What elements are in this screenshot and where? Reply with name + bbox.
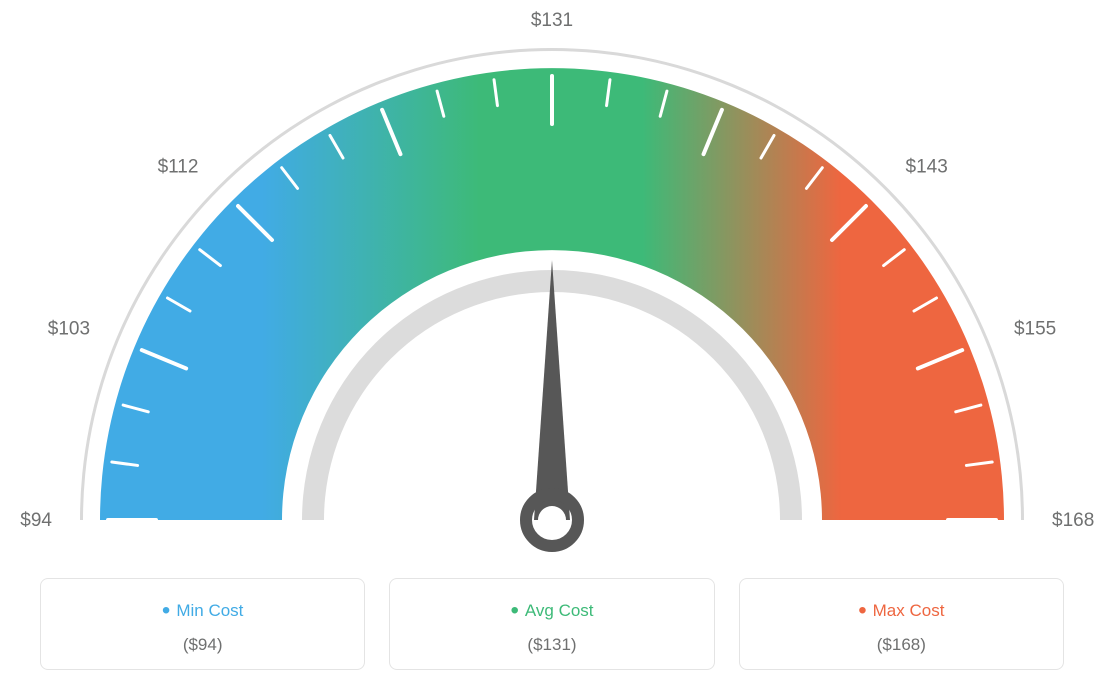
legend-row: Min Cost ($94) Avg Cost ($131) Max Cost … bbox=[40, 578, 1064, 670]
legend-avg-label: Avg Cost bbox=[402, 597, 701, 625]
legend-card-min: Min Cost ($94) bbox=[40, 578, 365, 670]
tick-label: $94 bbox=[20, 510, 52, 531]
legend-min-value: ($94) bbox=[53, 635, 352, 655]
legend-card-max: Max Cost ($168) bbox=[739, 578, 1064, 670]
legend-max-value: ($168) bbox=[752, 635, 1051, 655]
needle bbox=[534, 260, 570, 520]
tick-label: $131 bbox=[531, 10, 573, 31]
gauge-svg: $94 $103 $112 $131 $143 $155 $168 bbox=[0, 0, 1104, 570]
legend-max-label: Max Cost bbox=[752, 597, 1051, 625]
legend-min-label: Min Cost bbox=[53, 597, 352, 625]
legend-card-avg: Avg Cost ($131) bbox=[389, 578, 714, 670]
tick-label: $168 bbox=[1052, 510, 1094, 531]
needle-hub-hole bbox=[538, 506, 566, 534]
tick-label: $143 bbox=[906, 156, 948, 177]
tick-label: $112 bbox=[158, 156, 199, 177]
legend-avg-value: ($131) bbox=[402, 635, 701, 655]
tick-label: $103 bbox=[48, 319, 90, 340]
chart-container: $94 $103 $112 $131 $143 $155 $168 Min Cost ($9… bbox=[0, 0, 1104, 690]
tick-label: $155 bbox=[1014, 319, 1056, 340]
